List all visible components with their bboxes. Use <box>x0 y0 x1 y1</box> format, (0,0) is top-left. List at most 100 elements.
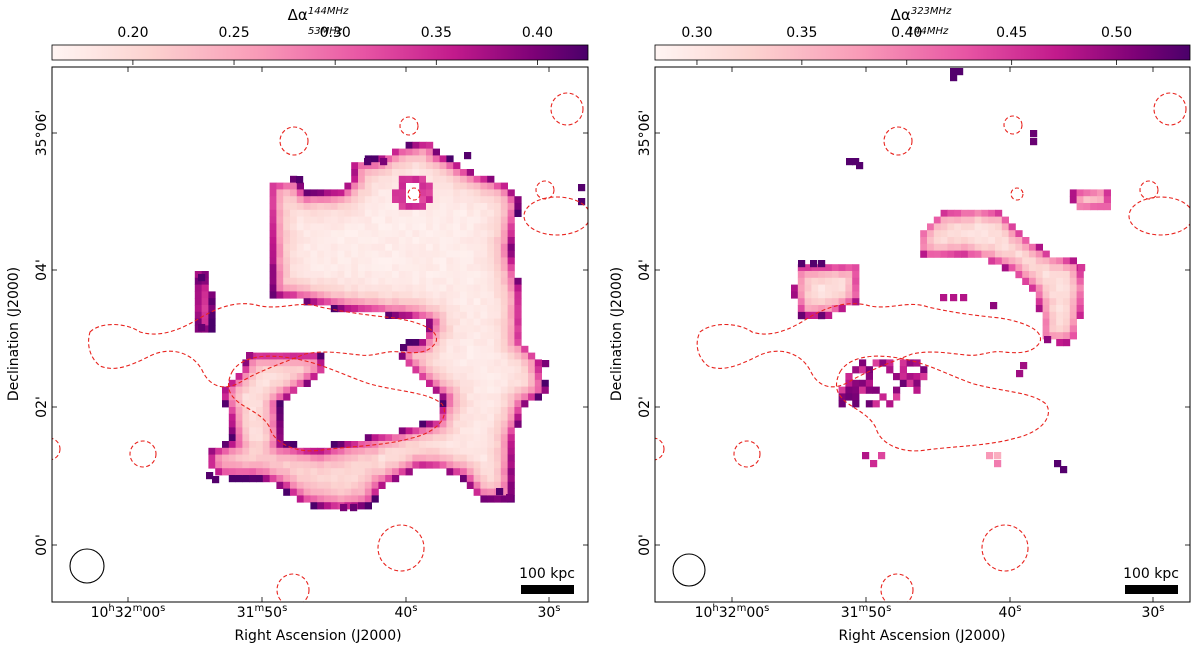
heatmap-pixel <box>494 345 502 353</box>
heatmap-pixel <box>460 169 468 177</box>
heatmap-pixel <box>317 196 325 204</box>
heatmap-pixel <box>385 230 393 238</box>
heatmap-pixel <box>818 271 826 279</box>
heatmap-pixel <box>811 305 819 313</box>
heatmap-pixel <box>940 216 948 224</box>
heatmap-pixel <box>865 366 873 374</box>
left-contour-circle <box>377 524 425 572</box>
heatmap-pixel <box>797 284 805 292</box>
heatmap-pixel <box>446 189 454 197</box>
heatmap-pixel <box>405 434 413 442</box>
heatmap-pixel <box>378 203 386 211</box>
heatmap-pixel <box>310 291 318 299</box>
heatmap-pixel <box>446 434 454 442</box>
heatmap-pixel <box>1103 189 1111 197</box>
heatmap-pixel <box>494 475 502 483</box>
heatmap-pixel <box>439 196 447 204</box>
heatmap-pixel <box>392 284 400 292</box>
heatmap-pixel <box>1063 271 1071 279</box>
heatmap-pixel <box>852 366 860 374</box>
heatmap-pixel <box>310 475 318 483</box>
heatmap-pixel <box>310 264 318 272</box>
heatmap-pixel <box>1069 264 1077 272</box>
heatmap-pixel <box>845 277 853 285</box>
heatmap-pixel <box>453 223 461 231</box>
heatmap-pixel <box>358 257 366 265</box>
heatmap-pixel <box>507 373 515 381</box>
heatmap-pixel <box>398 311 406 319</box>
heatmap-pixel <box>1076 298 1084 306</box>
heatmap-pixel <box>392 447 400 455</box>
heatmap-pixel <box>838 277 846 285</box>
heatmap-pixel <box>466 366 474 374</box>
heatmap-pixel <box>439 243 447 251</box>
heatmap-pixel <box>578 184 586 192</box>
heatmap-pixel <box>296 468 304 476</box>
heatmap-pixel <box>453 271 461 279</box>
heatmap-pixel <box>256 427 264 435</box>
heatmap-pixel <box>398 447 406 455</box>
heatmap-pixel <box>507 386 515 394</box>
heatmap-pixel <box>426 257 434 265</box>
heatmap-pixel <box>473 434 481 442</box>
heatmap-pixel <box>432 223 440 231</box>
heatmap-pixel <box>290 250 298 258</box>
heatmap-pixel <box>228 407 236 415</box>
heatmap-pixel <box>797 264 805 272</box>
heatmap-pixel <box>337 243 345 251</box>
heatmap-pixel <box>913 373 921 381</box>
heatmap-pixel <box>317 243 325 251</box>
heatmap-pixel <box>283 243 291 251</box>
heatmap-pixel <box>480 461 488 469</box>
heatmap-pixel <box>1063 291 1071 299</box>
heatmap-pixel <box>453 441 461 449</box>
heatmap-pixel <box>1015 264 1023 272</box>
heatmap-pixel <box>337 216 345 224</box>
heatmap-pixel <box>500 495 508 503</box>
heatmap-pixel <box>466 468 474 476</box>
heatmap-pixel <box>269 230 277 238</box>
heatmap-pixel <box>432 305 440 313</box>
heatmap-pixel <box>290 379 298 387</box>
heatmap-pixel <box>466 434 474 442</box>
heatmap-pixel <box>473 189 481 197</box>
heatmap-pixel <box>507 277 515 285</box>
heatmap-pixel <box>1063 318 1071 326</box>
heatmap-pixel <box>473 379 481 387</box>
right-contour-circle <box>1003 115 1023 135</box>
heatmap-pixel <box>194 298 202 306</box>
heatmap-pixel <box>276 209 284 217</box>
heatmap-pixel <box>242 441 250 449</box>
heatmap-pixel <box>432 339 440 347</box>
heatmap-pixel <box>296 250 304 258</box>
heatmap-pixel <box>419 345 427 353</box>
heatmap-pixel <box>791 284 799 292</box>
heatmap-pixel <box>378 196 386 204</box>
heatmap-pixel <box>466 175 474 183</box>
heatmap-pixel <box>256 441 264 449</box>
heatmap-pixel <box>324 298 332 306</box>
heatmap-pixel <box>500 475 508 483</box>
heatmap-pixel <box>500 447 508 455</box>
heatmap-pixel <box>1035 243 1043 251</box>
heatmap-pixel <box>324 475 332 483</box>
heatmap-pixel <box>344 223 352 231</box>
heatmap-pixel <box>392 277 400 285</box>
heatmap-pixel <box>392 311 400 319</box>
heatmap-pixel <box>290 230 298 238</box>
heatmap-pixel <box>995 223 1003 231</box>
heatmap-pixel <box>432 264 440 272</box>
heatmap-pixel <box>473 359 481 367</box>
heatmap-pixel <box>1049 311 1057 319</box>
heatmap-pixel <box>269 407 277 415</box>
heatmap-pixel <box>358 189 366 197</box>
heatmap-pixel <box>432 216 440 224</box>
heatmap-pixel <box>262 427 270 435</box>
heatmap-pixel <box>290 189 298 197</box>
right-colorbar-label-sub: 144MHz <box>908 26 949 37</box>
heatmap-pixel <box>290 468 298 476</box>
heatmap-pixel <box>1015 257 1023 265</box>
heatmap-pixel <box>473 271 481 279</box>
heatmap-pixel <box>358 243 366 251</box>
heatmap-pixel <box>351 488 359 496</box>
